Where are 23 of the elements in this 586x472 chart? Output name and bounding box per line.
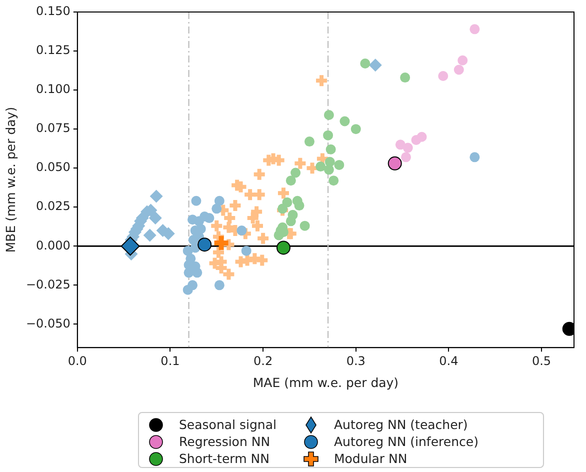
x-tick-label: 0.5 [532,354,552,368]
x-tick-label: 0.0 [68,354,87,368]
legend-label: Short-term NN [179,451,270,466]
y-tick-label: 0.025 [36,199,70,214]
y-tick-label: 0.125 [36,43,70,58]
legend-label: Autoreg NN (inference) [334,434,478,449]
y-tick-label: −0.025 [26,277,70,292]
x-axis-title: MAE (mm w.e. per day) [252,374,399,390]
y-tick-label: 0.100 [36,82,70,96]
y-tick-label: 0.050 [36,160,70,174]
legend-label: Autoreg NN (teacher) [334,417,468,432]
y-tick-label: 0.075 [36,121,70,136]
y-axis-title: MBE (mm w.e. per day) [2,106,18,253]
legend-label: Modular NN [334,451,408,466]
x-tick-label: 0.1 [160,354,180,368]
x-tick-label: 0.4 [439,354,458,368]
x-tick-label: 0.2 [254,354,273,368]
y-tick-label: 0.000 [36,238,70,252]
legend-label: Regression NN [179,434,270,449]
y-tick-label: −0.050 [26,316,70,330]
y-tick-label: 0.150 [36,4,70,18]
x-tick-label: 0.3 [346,354,366,368]
legend-label: Seasonal signal [179,417,276,432]
